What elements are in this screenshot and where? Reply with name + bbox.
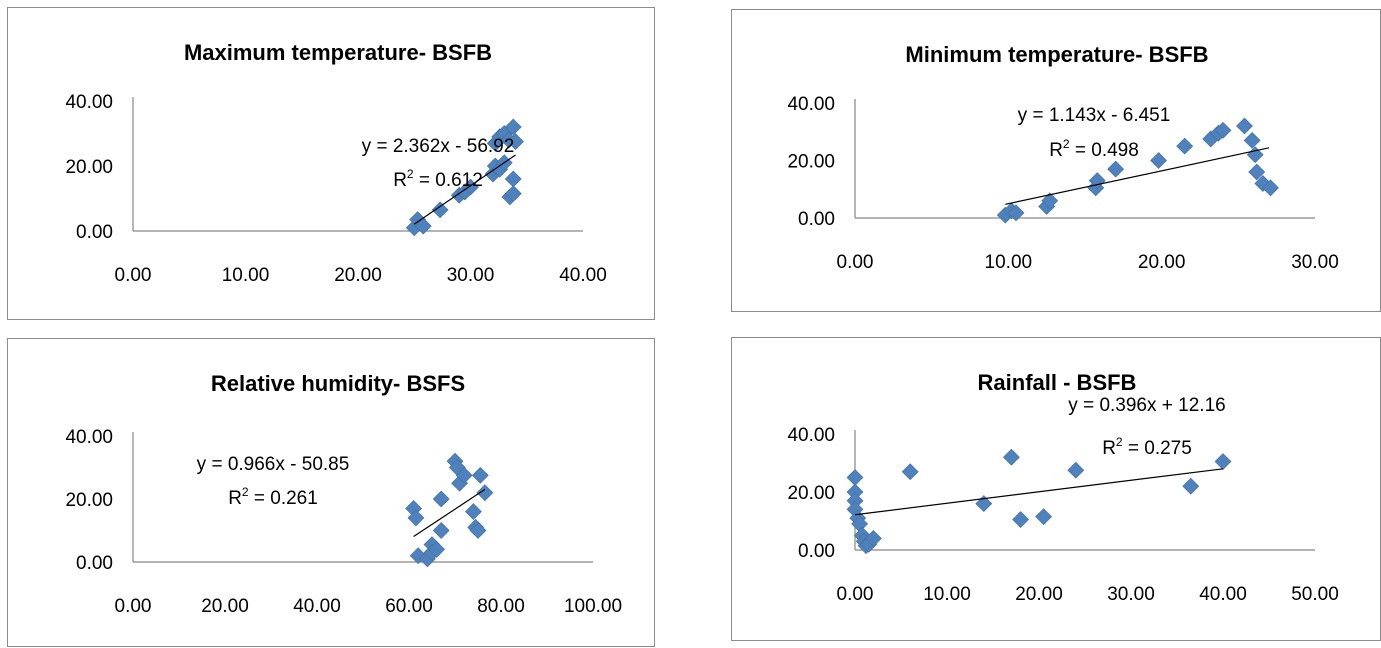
x-tick-label: 0.00 — [837, 584, 874, 605]
data-point — [1067, 461, 1085, 479]
data-point — [476, 484, 494, 502]
data-point — [504, 170, 522, 188]
trendline-equation: y = 0.396x + 12.16 — [1068, 395, 1225, 416]
data-point — [1035, 508, 1053, 526]
data-point — [846, 469, 864, 486]
chart-title: Relative humidity- BSFS — [211, 371, 465, 396]
chart-svg: Maximum temperature- BSFB 0.00 20.00 40.00 0… — [65, 40, 607, 286]
r-squared-label: R2 = 0.498 — [1049, 137, 1139, 161]
data-point — [1150, 152, 1168, 169]
y-tick-label: 40.00 — [65, 427, 113, 448]
data-point — [1012, 511, 1030, 528]
chart-title: Maximum temperature- BSFB — [184, 40, 492, 65]
data-point — [1182, 477, 1200, 495]
chart-title: Rainfall - BSFB — [978, 370, 1137, 395]
data-point — [1107, 160, 1125, 178]
trendline-equation: y = 2.362x - 56.92 — [362, 136, 515, 157]
chart-svg: Minimum temperature- BSFB 0.00 20.00 40.00 0… — [787, 42, 1339, 273]
data-point — [1262, 179, 1279, 197]
y-tick-label: 40.00 — [787, 94, 835, 115]
x-tick-label: 0.00 — [115, 265, 152, 286]
data-point — [407, 509, 425, 527]
x-tick-label: 40.00 — [293, 596, 341, 617]
data-point — [431, 201, 449, 219]
chart-svg: Rainfall - BSFB 0.00 20.00 40.00 0.00 10.00 20… — [787, 370, 1339, 605]
r-squared-label: R2 = 0.261 — [228, 485, 318, 509]
x-tick-label: 10.00 — [985, 252, 1033, 273]
x-tick-label: 0.00 — [837, 252, 874, 273]
data-point — [504, 185, 522, 203]
x-tick-label: 20.00 — [1138, 252, 1186, 273]
data-point — [504, 118, 522, 136]
x-tick-label: 10.00 — [923, 584, 971, 605]
y-tick-label: 20.00 — [65, 490, 113, 511]
x-tick-label: 10.00 — [222, 265, 270, 286]
data-point — [507, 133, 524, 151]
data-point — [1248, 163, 1266, 181]
y-tick-label: 20.00 — [65, 157, 113, 178]
data-point — [1088, 172, 1106, 190]
data-point — [414, 217, 432, 235]
x-tick-label: 20.00 — [1015, 584, 1063, 605]
chart-panel-rainfall: Rainfall - BSFB 0.00 20.00 40.00 0.00 10.00 20… — [731, 337, 1381, 641]
data-point — [1214, 121, 1232, 139]
data-point — [1236, 117, 1253, 135]
chart-panel-min-temperature: Minimum temperature- BSFB 0.00 20.00 40.00 0… — [731, 9, 1381, 312]
trendline-equation: y = 0.966x - 50.85 — [197, 454, 350, 475]
x-tick-label: 50.00 — [1291, 584, 1339, 605]
data-point — [469, 522, 487, 539]
y-tick-label: 0.00 — [798, 541, 835, 562]
r-squared-label: R2 = 0.275 — [1102, 435, 1192, 459]
trendline — [1005, 147, 1270, 205]
r-squared-label: R2 = 0.612 — [393, 167, 483, 191]
x-tick-label: 80.00 — [477, 596, 525, 617]
x-tick-label: 30.00 — [1107, 584, 1155, 605]
y-tick-label: 20.00 — [787, 483, 835, 504]
y-tick-label: 20.00 — [787, 152, 835, 173]
data-point — [432, 490, 450, 508]
data-point — [1214, 453, 1232, 470]
x-tick-label: 20.00 — [201, 596, 249, 617]
data-point — [1002, 448, 1020, 466]
chart-panel-max-temperature: Maximum temperature- BSFB 0.00 20.00 40.00 0… — [7, 7, 655, 320]
trendline — [413, 488, 486, 538]
data-point — [455, 466, 473, 484]
y-tick-label: 0.00 — [76, 553, 113, 574]
data-point — [428, 540, 446, 558]
data-point — [464, 503, 482, 521]
chart-svg: Relative humidity- BSFS 0.00 20.00 40.00 0.0… — [65, 371, 622, 617]
y-tick-label: 0.00 — [798, 209, 835, 230]
data-point — [901, 463, 919, 481]
y-tick-label: 40.00 — [65, 92, 113, 113]
x-tick-label: 40.00 — [1199, 584, 1247, 605]
x-tick-label: 40.00 — [559, 265, 607, 286]
data-point — [1243, 131, 1261, 149]
data-point — [1007, 204, 1025, 222]
data-point — [432, 522, 450, 539]
x-tick-label: 60.00 — [385, 596, 433, 617]
trendline — [413, 154, 516, 225]
x-tick-label: 20.00 — [334, 265, 382, 286]
data-point — [1041, 192, 1059, 210]
data-point — [1176, 137, 1194, 155]
data-point — [864, 529, 882, 547]
y-tick-label: 0.00 — [76, 222, 113, 243]
chart-panel-relative-humidity: Relative humidity- BSFS 0.00 20.00 40.00 0.0… — [7, 338, 655, 647]
x-tick-label: 100.00 — [564, 596, 622, 617]
data-point — [471, 466, 489, 484]
trendline-equation: y = 1.143x - 6.451 — [1018, 105, 1171, 126]
chart-title: Minimum temperature- BSFB — [905, 42, 1208, 67]
x-tick-label: 0.00 — [115, 596, 152, 617]
y-tick-label: 40.00 — [787, 425, 835, 446]
x-tick-label: 30.00 — [1291, 252, 1339, 273]
x-tick-label: 30.00 — [447, 265, 495, 286]
trendline — [854, 468, 1224, 516]
